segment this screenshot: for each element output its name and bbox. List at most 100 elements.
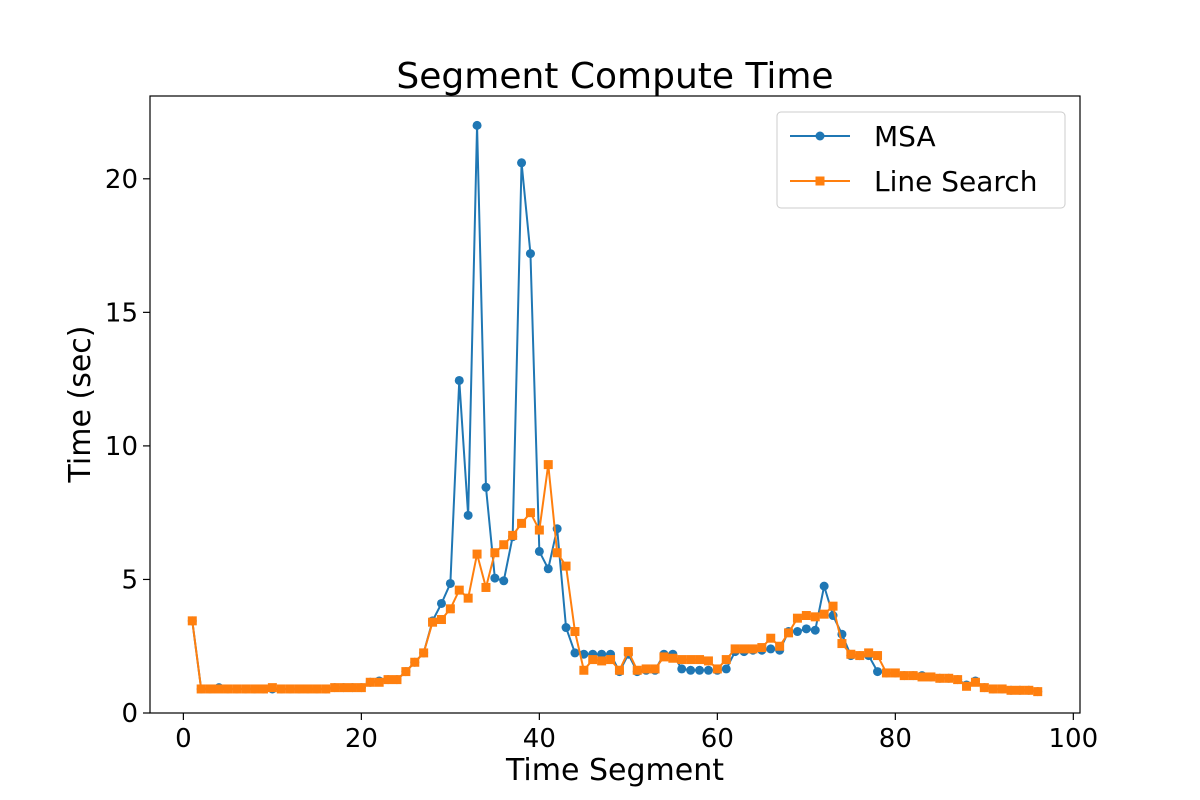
series-2-point bbox=[988, 684, 998, 694]
series-2 bbox=[187, 460, 1043, 697]
legend-entry-1: MSA bbox=[790, 120, 936, 153]
series-2-point bbox=[285, 684, 295, 694]
series-1-point bbox=[677, 664, 687, 674]
series-2-point bbox=[757, 643, 767, 653]
series-2-point bbox=[739, 644, 749, 654]
series-1-point bbox=[454, 375, 464, 385]
series-2-point bbox=[223, 684, 233, 694]
series-2-point bbox=[659, 652, 669, 662]
series-2-point bbox=[303, 684, 313, 694]
plot-frame bbox=[149, 95, 1081, 714]
series-2-point bbox=[267, 683, 277, 693]
series-2-point bbox=[410, 657, 420, 667]
series-2-point bbox=[250, 684, 260, 694]
y-axis-ticks: 0 5 10 15 20 bbox=[105, 165, 150, 729]
series-2-point bbox=[641, 664, 651, 674]
series-2-point bbox=[792, 613, 802, 623]
series-2-point bbox=[846, 649, 856, 659]
series-1-point bbox=[436, 598, 446, 608]
series-1-point bbox=[534, 546, 544, 556]
series-2-point bbox=[534, 525, 544, 535]
x-tick-label: 100 bbox=[1049, 724, 1099, 754]
series-2-point bbox=[232, 684, 242, 694]
y-tick-label: 10 bbox=[105, 432, 138, 462]
series-2-point bbox=[499, 540, 509, 550]
legend-marker bbox=[815, 131, 825, 141]
series-2-point bbox=[543, 460, 553, 470]
series-1-point bbox=[445, 578, 455, 588]
legend-entry-2: Line Search bbox=[790, 165, 1037, 198]
series-2-point bbox=[828, 601, 838, 611]
series-2-point bbox=[276, 684, 286, 694]
series-2-point bbox=[606, 655, 616, 665]
y-tick-label: 20 bbox=[105, 165, 138, 195]
series-2-point bbox=[356, 683, 366, 693]
series-1-point bbox=[873, 667, 883, 677]
series-2-point bbox=[374, 677, 384, 687]
series-2-point bbox=[873, 651, 883, 661]
series-2-point bbox=[650, 664, 660, 674]
series-1-point bbox=[766, 644, 776, 654]
series-2-point bbox=[837, 639, 847, 649]
series-2-point bbox=[632, 665, 642, 675]
legend: MSA Line Search bbox=[776, 111, 1066, 209]
series-2-point bbox=[712, 664, 722, 674]
series-2-point bbox=[908, 671, 918, 681]
series-2-point bbox=[347, 683, 357, 693]
series-2-point bbox=[392, 675, 402, 685]
series-2-point bbox=[463, 593, 473, 603]
series-2-point bbox=[730, 644, 740, 654]
legend-marker bbox=[815, 176, 825, 186]
series-1-point bbox=[810, 625, 820, 635]
series-2-point bbox=[330, 683, 340, 693]
y-axis-label: Time (sec) bbox=[63, 326, 98, 484]
series-2-point bbox=[917, 672, 927, 682]
series-2-point bbox=[312, 684, 322, 694]
series-2-point bbox=[881, 668, 891, 678]
series-2-point bbox=[962, 681, 972, 691]
series-2-point bbox=[187, 616, 197, 626]
series-1-point bbox=[517, 158, 527, 168]
series-2-point bbox=[668, 653, 678, 663]
series-1-point bbox=[801, 624, 811, 634]
series-1-point bbox=[481, 482, 491, 492]
series-2-point bbox=[766, 633, 776, 643]
series-2-point bbox=[1024, 685, 1034, 695]
series-2-point bbox=[614, 665, 624, 675]
series-1-point bbox=[721, 664, 731, 674]
series-1-point bbox=[686, 665, 696, 675]
series-2-point bbox=[997, 684, 1007, 694]
series-2-point bbox=[677, 655, 687, 665]
series-2-point bbox=[436, 615, 446, 625]
series-2-point bbox=[419, 648, 429, 658]
series-1-point bbox=[543, 564, 553, 574]
series-2-point bbox=[721, 655, 731, 665]
series-2-point bbox=[864, 648, 874, 658]
series-2-point bbox=[944, 673, 954, 683]
x-tick-label: 0 bbox=[175, 724, 192, 754]
series-1-point bbox=[792, 627, 802, 637]
series-1-point bbox=[695, 665, 705, 675]
series-2-point bbox=[748, 644, 758, 654]
series-2-point bbox=[570, 627, 580, 637]
series-2-point bbox=[953, 675, 963, 685]
series-2-point bbox=[926, 672, 936, 682]
series-2-point bbox=[695, 655, 705, 665]
series-2-point bbox=[445, 604, 455, 614]
x-tick-label: 80 bbox=[879, 724, 912, 754]
x-tick-label: 20 bbox=[345, 724, 378, 754]
series-2-point bbox=[339, 683, 349, 693]
series-2-point bbox=[401, 667, 411, 677]
series-2-point bbox=[810, 612, 820, 622]
series-2-point bbox=[819, 609, 829, 619]
series-2-point bbox=[196, 684, 206, 694]
series-1-point bbox=[703, 665, 713, 675]
series-2-point bbox=[481, 582, 491, 592]
x-axis-ticks: 0 20 40 60 80 100 bbox=[175, 713, 1098, 754]
series-2-point bbox=[490, 548, 500, 558]
series-2-point bbox=[686, 655, 696, 665]
series-2-point bbox=[517, 518, 527, 528]
series-1-point bbox=[472, 120, 482, 130]
series-2-point bbox=[472, 549, 482, 559]
series-2-point bbox=[561, 561, 571, 571]
